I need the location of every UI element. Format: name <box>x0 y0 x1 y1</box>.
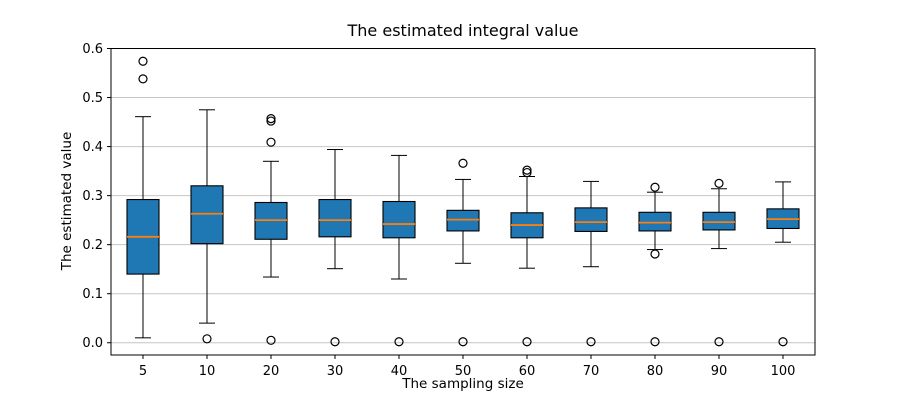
outlier-point <box>266 116 276 126</box>
outlier-point <box>266 335 276 345</box>
outlier-point <box>266 137 276 147</box>
outlier-point <box>266 114 276 124</box>
outlier-point <box>650 249 660 259</box>
outlier-point <box>394 337 404 347</box>
x-tick-label: 5 <box>139 364 147 379</box>
x-axis: 5 10 20 30 40 50 60 70 80 90 100 <box>139 355 796 379</box>
x-tick-label: 60 <box>519 364 536 379</box>
y-tick-label: 0.2 <box>82 238 103 253</box>
iqr-box <box>702 211 736 231</box>
outlier-point <box>778 337 788 347</box>
iqr-box <box>190 185 224 245</box>
box-group <box>254 114 288 345</box>
iqr-box <box>382 200 416 239</box>
outlier-point <box>330 337 340 347</box>
outlier-point <box>458 337 468 347</box>
iqr-box <box>446 209 480 232</box>
x-tick-label: 90 <box>711 364 728 379</box>
box-group <box>382 154 416 347</box>
box-group <box>126 56 160 339</box>
outlier-point <box>458 158 468 168</box>
outlier-point <box>650 337 660 347</box>
x-tick-label: 10 <box>199 364 216 379</box>
outlier-point <box>586 337 596 347</box>
y-tick-label: 0.1 <box>82 287 103 302</box>
outlier-point <box>202 334 212 344</box>
y-axis-label: The estimated value <box>59 131 75 271</box>
x-tick-label: 70 <box>583 364 600 379</box>
box-group <box>510 165 544 347</box>
iqr-box <box>638 211 672 232</box>
x-tick-label: 100 <box>771 364 796 379</box>
x-tick-label: 80 <box>647 364 664 379</box>
x-tick-label: 50 <box>455 364 472 379</box>
outlier-point <box>714 337 724 347</box>
x-tick-label: 40 <box>391 364 408 379</box>
box-group <box>190 109 224 344</box>
outlier-point <box>522 165 532 175</box>
box-group <box>766 181 800 347</box>
outlier-point <box>138 56 148 66</box>
y-tick-label: 0.4 <box>82 140 103 155</box>
outlier-point <box>650 182 660 192</box>
x-axis-label: The sampling size <box>402 376 524 392</box>
outlier-point <box>714 178 724 188</box>
box-group <box>574 180 608 347</box>
box-group <box>702 178 736 347</box>
iqr-box <box>318 198 352 238</box>
y-axis: 0.0 0.1 0.2 0.3 0.4 0.5 0.6 <box>82 42 111 351</box>
outlier-point <box>522 167 532 178</box>
y-tick-label: 0.0 <box>82 336 103 351</box>
iqr-box <box>574 207 608 232</box>
box-group <box>638 182 672 347</box>
x-tick-label: 20 <box>263 364 280 379</box>
x-tick-label: 30 <box>327 364 344 379</box>
box-group <box>446 158 480 347</box>
y-tick-label: 0.5 <box>82 91 103 106</box>
chart-title: The estimated integral value <box>347 21 579 40</box>
y-tick-label: 0.3 <box>82 189 103 204</box>
outlier-point <box>522 337 532 347</box>
box-group <box>318 149 352 347</box>
y-tick-label: 0.6 <box>82 42 103 57</box>
outlier-point <box>138 74 148 84</box>
